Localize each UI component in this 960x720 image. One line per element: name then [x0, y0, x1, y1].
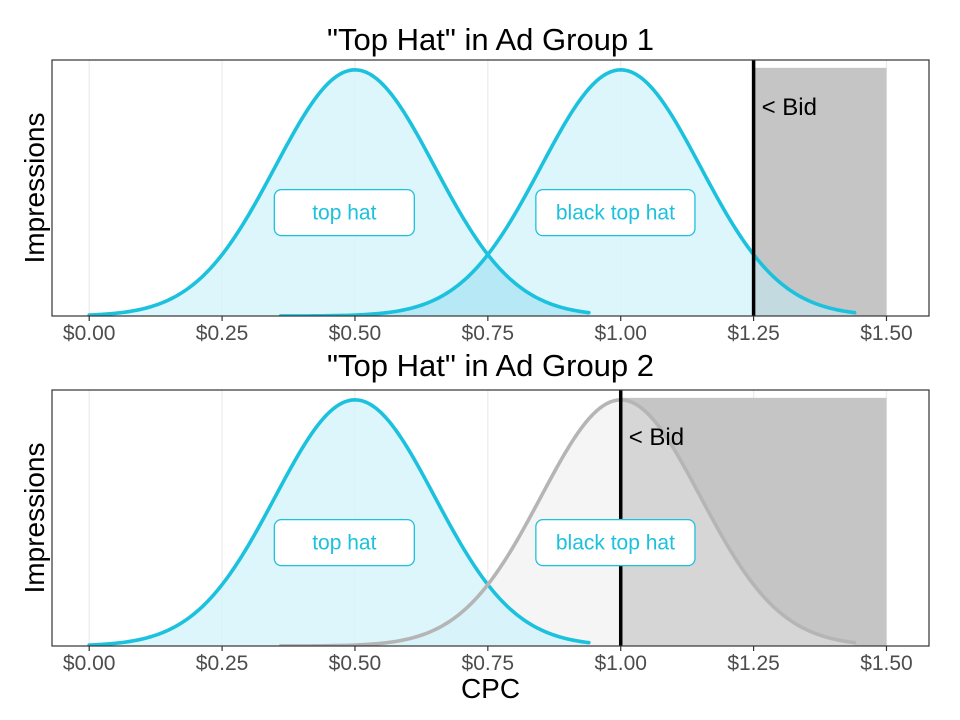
x-tick-label: $0.50 — [329, 322, 382, 345]
bid-label: < Bid — [629, 424, 684, 451]
series-label-box — [535, 188, 696, 237]
series-line-0 — [87, 68, 591, 316]
chart-panel-1: "Top Hat" in Ad Group 1 Impressions < Bid t… — [19, 22, 930, 345]
panel-border — [51, 389, 930, 647]
x-tick-label: $1.00 — [594, 652, 647, 675]
chart-title: "Top Hat" in Ad Group 2 — [327, 348, 654, 383]
chart-panel-2: "Top Hat" in Ad Group 2 Impressions < Bid t… — [19, 348, 930, 704]
x-tick-label: $1.25 — [727, 652, 780, 675]
series-label-text: black top hat — [556, 202, 675, 225]
series-label-1: black top hat — [535, 188, 696, 237]
bid-label: < Bid — [762, 94, 817, 121]
series-label-box — [273, 188, 415, 237]
series-label-1: black top hat — [535, 518, 696, 567]
series-label-0: top hat — [273, 188, 415, 237]
bid-region — [753, 67, 887, 316]
x-tick-label: $1.25 — [727, 322, 780, 345]
x-axis-label: CPC — [461, 673, 520, 704]
x-tick-label: $1.50 — [860, 322, 913, 345]
series-line-0 — [87, 398, 591, 646]
x-axis: $0.00 $0.25 $0.50 $0.75 $1.00 $1.25 $1.50 — [63, 646, 913, 675]
series-label-0: top hat — [273, 518, 415, 567]
series-label-text: top hat — [312, 202, 376, 225]
series-label-box — [535, 518, 696, 567]
chart-title: "Top Hat" in Ad Group 1 — [327, 22, 654, 57]
x-tick-label: $0.75 — [462, 322, 515, 345]
x-axis: $0.00 $0.25 $0.50 $0.75 $1.00 $1.25 $1.50 — [63, 316, 913, 345]
series-label-box — [273, 518, 415, 567]
x-tick-label: $0.00 — [63, 322, 116, 345]
x-tick-label: $0.00 — [63, 652, 116, 675]
x-tick-label: $0.50 — [329, 652, 382, 675]
x-tick-label: $1.00 — [594, 322, 647, 345]
y-axis-label: Impressions — [19, 443, 50, 594]
x-tick-label: $1.50 — [860, 652, 913, 675]
overlap-area — [280, 255, 589, 316]
series-line-1 — [278, 398, 857, 646]
y-axis-label: Impressions — [19, 113, 50, 264]
panel-border — [51, 59, 930, 317]
series-label-text: black top hat — [556, 532, 675, 555]
series-line-1 — [278, 68, 857, 316]
x-tick-label: $0.25 — [196, 652, 249, 675]
x-tick-label: $0.75 — [462, 652, 515, 675]
bid-region-shade — [753, 67, 887, 316]
series-label-text: top hat — [312, 532, 376, 555]
overlap-area — [280, 585, 589, 646]
x-tick-label: $0.25 — [196, 322, 249, 345]
